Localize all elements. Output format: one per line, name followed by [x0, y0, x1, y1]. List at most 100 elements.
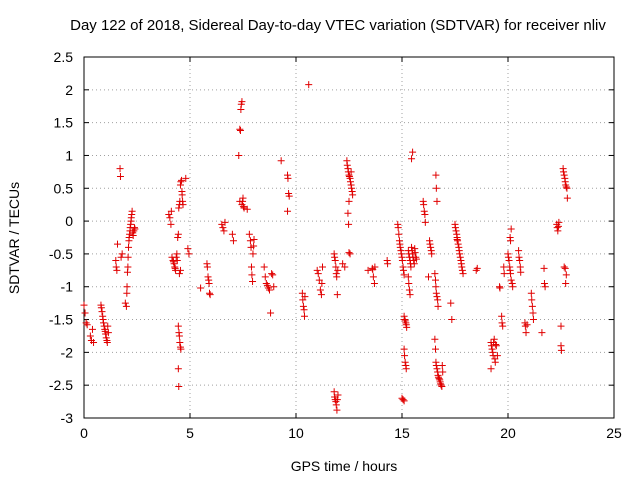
data-point-plus-marker — [458, 263, 466, 271]
data-point-plus-marker — [341, 263, 349, 271]
data-point-plus-marker — [557, 346, 565, 354]
chart-title: Day 122 of 2018, Sidereal Day-to-day VTE… — [70, 17, 606, 34]
data-point-plus-marker — [174, 234, 182, 241]
data-point-plus-marker — [555, 218, 563, 226]
x-tick-label: 20 — [500, 425, 516, 441]
data-point-plus-marker — [347, 168, 355, 176]
data-point-plus-marker — [492, 342, 500, 350]
data-point-plus-marker — [420, 201, 428, 209]
data-point-plus-marker — [408, 155, 416, 163]
data-point-plus-marker — [439, 368, 447, 376]
data-point-plus-marker — [431, 345, 439, 353]
data-point-plus-marker — [176, 339, 184, 347]
data-point-plus-marker — [175, 204, 183, 212]
data-point-plus-marker — [185, 250, 193, 258]
data-point-plus-marker — [175, 382, 183, 390]
data-point-plus-marker — [408, 243, 416, 251]
data-point-plus-marker — [432, 361, 440, 369]
data-point-plus-marker — [332, 401, 340, 409]
data-point-plus-marker — [319, 263, 326, 271]
y-tick-label: -1 — [61, 279, 74, 295]
data-point-plus-marker — [123, 283, 131, 291]
data-point-plus-marker — [515, 253, 523, 261]
data-point-plus-marker — [563, 194, 571, 202]
data-point-plus-marker — [458, 266, 466, 274]
data-point-plus-marker — [318, 279, 326, 287]
data-point-plus-marker — [529, 309, 537, 317]
data-point-plus-marker — [299, 302, 307, 310]
x-tick-label: 5 — [186, 425, 194, 441]
data-point-plus-marker — [431, 276, 439, 284]
data-point-plus-marker — [540, 279, 548, 287]
data-point-plus-marker — [167, 207, 175, 215]
data-point-plus-marker — [399, 396, 407, 404]
data-point-plus-marker — [398, 256, 406, 264]
data-point-plus-marker — [90, 339, 98, 347]
data-point-plus-marker — [332, 263, 340, 271]
data-point-plus-marker — [562, 183, 570, 191]
data-point-plus-marker — [333, 273, 341, 281]
tick-labels: 0 5 10 15 20 25 -3 -2.5 -2 -1.5 -1 -0.5 0 0.5 1 1.5 2 2.5 — [49, 49, 622, 441]
data-point-plus-marker — [123, 289, 131, 297]
data-point-plus-marker — [371, 263, 379, 271]
data-point-plus-marker — [113, 240, 121, 248]
data-point-plus-marker — [491, 358, 499, 366]
y-tick-label: 2.5 — [54, 49, 74, 65]
y-tick-label: -2.5 — [49, 377, 73, 393]
data-point-plus-marker — [561, 264, 569, 272]
data-point-plus-marker — [113, 266, 121, 274]
data-point-plus-marker — [557, 322, 565, 330]
data-point-plus-marker — [507, 270, 515, 278]
data-point-plus-marker — [500, 270, 508, 278]
data-point-plus-marker — [396, 243, 404, 251]
data-point-plus-marker — [333, 406, 341, 414]
data-point-plus-marker — [277, 157, 285, 165]
y-tick-label: -2 — [61, 344, 74, 360]
data-point-plus-marker — [560, 263, 568, 271]
data-point-plus-marker — [250, 235, 258, 243]
data-point-plus-marker — [333, 396, 341, 404]
data-point-plus-marker — [432, 184, 440, 192]
data-point-plus-marker — [400, 397, 408, 405]
data-point-plus-marker — [112, 263, 120, 271]
data-point-plus-marker — [421, 218, 429, 226]
x-tick-label: 15 — [394, 425, 410, 441]
data-point-plus-marker — [425, 273, 432, 281]
data-point-plus-marker — [490, 335, 498, 343]
y-tick-label: 0 — [65, 213, 73, 229]
data-point-plus-marker — [121, 299, 129, 307]
data-point-plus-marker — [300, 306, 308, 314]
data-point-plus-marker — [540, 264, 548, 272]
x-axis-label: GPS time / hours — [291, 458, 398, 474]
data-point-plus-marker — [219, 224, 227, 232]
data-point-plus-marker — [562, 271, 570, 279]
data-point-plus-marker — [334, 266, 342, 274]
data-point-plus-marker — [420, 207, 428, 215]
data-point-plus-marker — [432, 171, 440, 179]
data-point-plus-marker — [384, 260, 392, 268]
data-point-plus-marker — [98, 308, 106, 316]
data-point-plus-marker — [427, 243, 435, 251]
data-point-plus-marker — [267, 309, 275, 317]
data-point-plus-marker — [523, 321, 531, 329]
data-point-plus-marker — [204, 273, 212, 281]
data-point-plus-marker — [260, 263, 268, 271]
data-point-plus-marker — [346, 250, 354, 258]
data-point-plus-marker — [426, 240, 434, 248]
data-point-plus-marker — [499, 322, 507, 330]
data-point-plus-marker — [454, 240, 462, 248]
data-point-plus-marker — [316, 286, 324, 294]
data-point-plus-marker — [433, 365, 441, 373]
data-point-plus-marker — [515, 247, 523, 255]
data-point-plus-marker — [432, 283, 440, 291]
data-point-plus-marker — [250, 242, 258, 250]
data-point-plus-marker — [397, 250, 405, 258]
data-point-plus-marker — [403, 323, 411, 331]
data-point-plus-marker — [500, 263, 508, 271]
data-point-plus-marker — [205, 279, 213, 287]
y-tick-label: 1.5 — [54, 115, 74, 131]
data-point-plus-marker — [401, 358, 409, 366]
data-point-plus-marker — [313, 266, 321, 274]
data-point-plus-marker — [343, 161, 351, 169]
data-point-plus-marker — [266, 286, 273, 294]
